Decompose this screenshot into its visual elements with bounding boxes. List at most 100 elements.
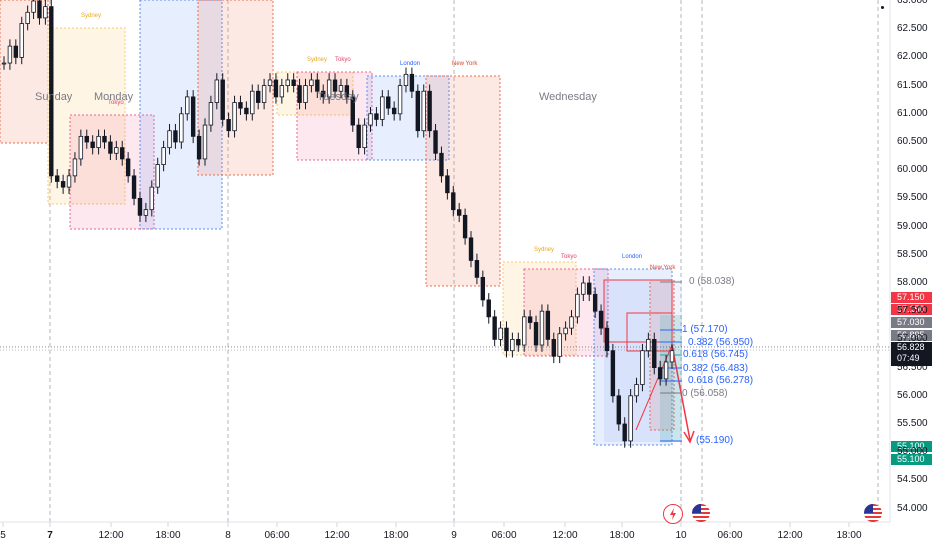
candle-body <box>415 90 421 132</box>
candle-body <box>196 135 202 160</box>
candle-body <box>1 62 7 65</box>
candle-body <box>480 276 486 301</box>
candle-body <box>102 135 107 143</box>
candle-body <box>587 282 592 295</box>
candle-body <box>338 85 344 92</box>
price-axis-label: 55.500 <box>897 418 928 429</box>
price-axis-label: 62.000 <box>897 51 928 63</box>
candle-body <box>309 79 314 86</box>
candle-body <box>646 338 651 352</box>
candle-body <box>279 85 285 98</box>
candle-body <box>125 158 131 177</box>
candle-body <box>55 175 60 182</box>
candle-body <box>226 119 231 132</box>
candle-body <box>492 316 497 340</box>
candle-body <box>250 90 255 115</box>
candle-body <box>238 102 243 109</box>
price-axis-label: 59.500 <box>897 192 928 204</box>
projection-arrow-head <box>683 430 695 444</box>
price-axis-label: 58.500 <box>897 248 928 260</box>
time-axis-label: 7 <box>47 530 53 541</box>
candle-body <box>510 338 515 352</box>
price-axis-label: 57.500 <box>897 305 928 317</box>
candle-body <box>96 135 101 149</box>
candle-body <box>557 333 562 357</box>
candle-body <box>72 158 78 177</box>
candle-body <box>43 6 48 19</box>
day-label-wednesday: Wednesday <box>539 91 597 103</box>
candle-body <box>598 310 604 329</box>
time-axis-label: 06:00 <box>717 530 743 541</box>
candle-body <box>640 350 645 385</box>
fib-label-0382-upper: 0.382 (56.950) <box>688 337 754 348</box>
price-axis-label: 58.000 <box>897 277 928 288</box>
time-axis-label: 18:00 <box>836 530 862 541</box>
sydney-session-box <box>502 261 577 356</box>
candle-body <box>244 107 249 115</box>
candle-body <box>403 73 409 86</box>
time-axis-label: 12:00 <box>98 530 124 541</box>
session-label-london: London <box>622 254 643 260</box>
sydney-session-box <box>47 27 126 205</box>
candle-body <box>498 327 503 340</box>
candle-body <box>173 130 178 143</box>
candle-body <box>504 327 509 352</box>
candle-body <box>7 45 13 64</box>
candle-body <box>255 90 261 103</box>
us-flag-icon[interactable] <box>692 504 710 522</box>
candle-body <box>131 175 137 199</box>
price-tag-green: 55.100 <box>891 454 932 465</box>
candle-body <box>522 316 527 346</box>
candle-body <box>592 293 598 312</box>
candle-body <box>332 79 338 92</box>
candle-body <box>427 90 432 132</box>
candle-body <box>261 85 267 103</box>
candle-body <box>563 327 568 335</box>
candle-body <box>49 6 54 177</box>
candle-body <box>120 147 125 160</box>
candle-body <box>669 350 675 363</box>
candle-body <box>516 338 521 346</box>
time-axis-label: 5 <box>0 530 6 541</box>
candle-body <box>581 282 586 295</box>
day-label-sunday: Sunday <box>35 91 73 103</box>
candle-body <box>202 124 208 160</box>
candle-body <box>185 96 190 115</box>
candle-body <box>214 79 220 103</box>
countdown-timer: 07:49 <box>897 353 920 363</box>
candle-body <box>321 90 326 98</box>
time-axis-label: 12:00 <box>552 530 578 541</box>
price-axis-label: 62.500 <box>897 23 928 35</box>
us-flag-icon[interactable] <box>864 504 882 522</box>
candle-body <box>451 192 456 211</box>
candle-body <box>539 310 545 346</box>
candle-body <box>326 79 332 98</box>
chart-menu-dot[interactable] <box>881 6 884 9</box>
candle-body <box>155 164 160 188</box>
candle-body <box>445 175 450 194</box>
candle-body <box>380 96 385 120</box>
candle-body <box>350 96 355 126</box>
session-label-tokyo: Tokyo <box>335 57 351 63</box>
time-axis-label: 06:00 <box>491 530 517 541</box>
candle-body <box>114 147 119 154</box>
day-label-tuesday: Tuesday <box>317 91 359 103</box>
current-price-tag: 56.828 07:49 <box>891 342 932 366</box>
candle-body <box>291 79 296 86</box>
candle-body <box>297 85 302 103</box>
candle-body <box>652 338 657 368</box>
new-york-session-box <box>0 0 49 144</box>
candle-body <box>545 310 551 340</box>
candle-body <box>391 107 397 115</box>
price-tag-red: 57.150 <box>891 304 932 315</box>
candle-body <box>397 85 403 115</box>
candle-body <box>569 316 574 329</box>
candle-body <box>31 0 36 13</box>
lightning-icon[interactable] <box>663 504 683 524</box>
session-label-tokyo: Tokyo <box>561 254 577 260</box>
candle-body <box>208 102 214 126</box>
candle-body <box>374 113 379 120</box>
time-axis-label: 12:00 <box>324 530 350 541</box>
